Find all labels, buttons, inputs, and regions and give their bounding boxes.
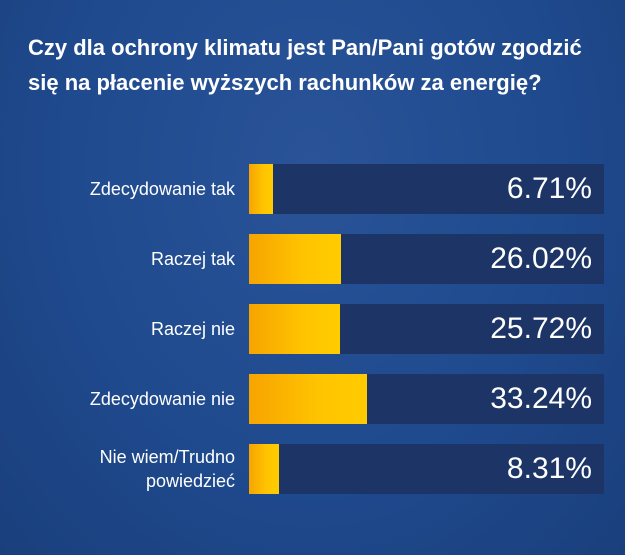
value-label: 26.02%	[490, 242, 592, 275]
bar-track: 33.24%	[249, 374, 604, 424]
bar	[249, 234, 342, 284]
bar-row: Zdecydowanie tak 6.71%	[0, 164, 625, 214]
category-label: Raczej nie	[150, 319, 235, 339]
bar-track: 6.71%	[249, 164, 604, 214]
category-label: Zdecydowanie tak	[89, 179, 235, 199]
bar-track: 8.31%	[249, 444, 604, 494]
value-label: 33.24%	[490, 382, 592, 415]
bar-row: Raczej nie 25.72%	[0, 304, 625, 354]
bar-row: Nie wiem/Trudno powiedzieć 8.31%	[0, 444, 625, 494]
bar	[249, 444, 279, 494]
category-label: Raczej tak	[150, 249, 235, 269]
category-label: Zdecydowanie nie	[89, 389, 235, 409]
bar-track: 26.02%	[249, 234, 604, 284]
bar-track: 25.72%	[249, 304, 604, 354]
bar	[249, 164, 273, 214]
bar-row: Zdecydowanie nie 33.24%	[0, 374, 625, 424]
chart-title: Czy dla ochrony klimatu jest Pan/Pani go…	[28, 35, 582, 95]
value-label: 6.71%	[506, 172, 592, 205]
bar-row: Raczej tak 26.02%	[0, 234, 625, 284]
category-label: Nie wiem/Trudno powiedzieć	[99, 447, 235, 491]
bar	[249, 374, 367, 424]
value-label: 8.31%	[506, 452, 592, 485]
value-label: 25.72%	[490, 312, 592, 345]
bar	[249, 304, 341, 354]
